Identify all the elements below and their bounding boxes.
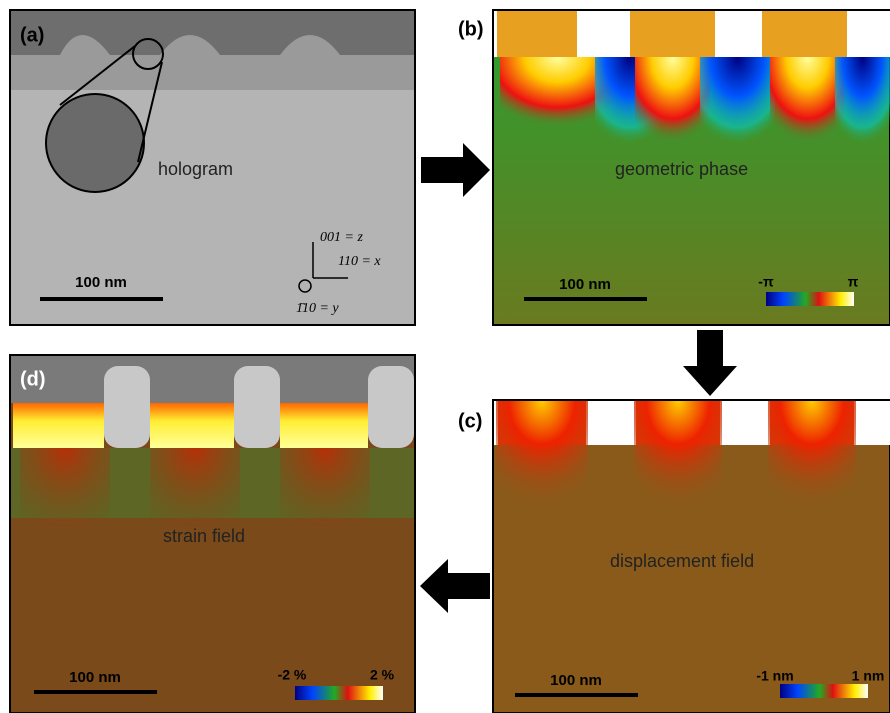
panel-a: (a) hologram 100 nm 001 = z 110 = x 1̄10…	[9, 9, 416, 326]
colorbar-min: -π	[758, 274, 774, 290]
caption: displacement field	[610, 551, 754, 571]
colorbar-min: -1 nm	[756, 668, 793, 684]
panel-label: (c)	[458, 410, 482, 432]
axis-label: 110 = x	[338, 254, 381, 269]
caption: strain field	[163, 526, 245, 546]
arrow	[683, 330, 737, 396]
colorbar-max: 2 %	[370, 667, 395, 683]
axis-label: 001 = z	[320, 230, 363, 245]
arrow	[421, 143, 490, 197]
scale-bar-label: 100 nm	[550, 672, 602, 689]
caption: geometric phase	[615, 159, 748, 179]
caption: hologram	[158, 159, 233, 179]
panel-label: (a)	[20, 24, 44, 46]
panel-label: (b)	[458, 18, 484, 40]
scale-bar-label: 100 nm	[559, 276, 611, 293]
scale-bar-label: 100 nm	[75, 274, 127, 291]
colorbar-max: 1 nm	[852, 668, 885, 684]
colorbar-max: π	[848, 274, 859, 290]
panel-b: (b) geometric phase 100 nm -π π	[458, 9, 890, 326]
scale-bar-label: 100 nm	[69, 669, 121, 686]
panel-label: (d)	[20, 368, 46, 390]
panel-d: (d) strain field 100 nm -2 % 2 %	[9, 354, 416, 713]
arrow	[420, 559, 490, 613]
colorbar-min: -2 %	[278, 667, 307, 683]
axis-label: 1̄10 = y	[296, 301, 339, 316]
panel-c: (c) displacement field 100 nm -1 nm 1 nm	[458, 399, 890, 713]
